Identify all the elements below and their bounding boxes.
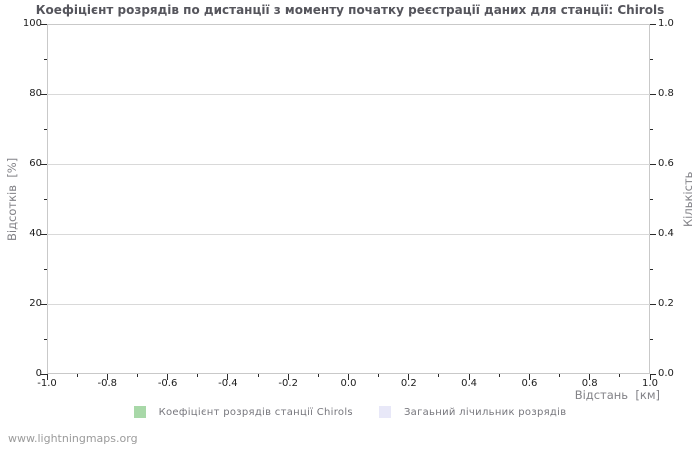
chart-title: Коефіцієнт розрядів по дистанції з момен… <box>35 3 665 17</box>
x-axis-label: Відстань [км] <box>574 388 660 402</box>
x-tick-label: -0.4 <box>218 378 238 389</box>
x-major-tick <box>348 374 349 380</box>
y-left-major-tick <box>41 303 47 305</box>
y-left-tick-label: 80 <box>29 88 42 99</box>
y-left-tick-label: 100 <box>22 18 42 29</box>
y-left-tick-label: 60 <box>29 158 42 169</box>
gridline <box>47 93 650 95</box>
y-axis-label-left: Відсотків [%] <box>5 157 19 241</box>
x-minor-tick <box>438 374 440 377</box>
x-minor-tick <box>378 374 380 377</box>
plot-area <box>47 24 650 374</box>
legend-label: Загаьний лічильник розрядів <box>403 406 567 418</box>
y-left-major-tick <box>41 163 47 165</box>
y-right-minor-tick <box>650 128 653 130</box>
x-tick-label: -0.6 <box>157 378 178 389</box>
x-major-tick <box>468 374 470 380</box>
y-right-minor-tick <box>650 58 653 60</box>
y-right-major-tick <box>650 373 656 375</box>
y-left-minor-tick <box>44 198 47 200</box>
x-minor-tick <box>257 374 259 377</box>
x-minor-tick <box>619 374 621 377</box>
gridline <box>47 233 650 235</box>
y-left-major-tick <box>41 233 47 235</box>
y-left-minor-tick <box>44 58 47 60</box>
y-right-tick-label: 0.6 <box>658 158 674 169</box>
y-right-tick-label: 0.2 <box>658 298 674 309</box>
x-major-tick <box>167 374 169 380</box>
y-left-minor-tick <box>44 268 47 270</box>
y-right-tick-label: 0.8 <box>658 88 674 99</box>
legend-label: Коефіцієнт розрядів станції Chirols <box>158 406 353 418</box>
x-major-tick <box>227 374 229 380</box>
y-right-major-tick <box>650 233 656 235</box>
y-left-major-tick <box>41 93 47 95</box>
x-tick-label: 0.8 <box>581 378 598 389</box>
y-left-major-tick <box>41 23 47 25</box>
x-minor-tick <box>317 374 319 377</box>
legend-item: Загаьний лічильник розрядів <box>378 406 567 418</box>
gridline <box>47 303 650 305</box>
x-tick-label: 0.6 <box>521 378 538 389</box>
x-major-tick <box>649 374 651 380</box>
y-right-major-tick <box>650 93 656 95</box>
legend-swatch <box>378 406 391 418</box>
y-right-major-tick <box>650 303 656 305</box>
x-major-tick <box>408 374 410 380</box>
y-right-tick-label: 0.4 <box>658 228 674 239</box>
y-left-tick-label: 40 <box>29 228 42 239</box>
y-left-tick-label: 20 <box>29 298 42 309</box>
y-axis-label-right: Кількість <box>681 171 695 227</box>
x-tick-label: 0.2 <box>400 378 417 389</box>
x-minor-tick <box>559 374 561 377</box>
watermark-text: www.lightningmaps.org <box>8 432 138 445</box>
x-major-tick <box>46 374 48 380</box>
x-major-tick <box>589 374 591 380</box>
y-right-minor-tick <box>650 268 653 270</box>
y-left-major-tick <box>41 373 47 375</box>
x-minor-tick <box>76 374 78 377</box>
x-tick-label: 1.0 <box>642 378 658 389</box>
y-right-major-tick <box>650 163 656 165</box>
legend-item: Коефіцієнт розрядів станції Chirols <box>133 406 353 418</box>
x-tick-label: 0.0 <box>340 378 357 389</box>
chart-legend: Коефіцієнт розрядів станції Chirols Загаь… <box>0 406 700 418</box>
y-left-tick-label: 0 <box>35 368 42 379</box>
x-minor-tick <box>136 374 138 377</box>
y-right-major-tick <box>650 23 656 25</box>
x-major-tick <box>528 374 530 380</box>
x-major-tick <box>106 374 108 380</box>
gridline <box>47 163 650 165</box>
x-tick-label: -1.0 <box>37 378 57 389</box>
x-minor-tick <box>197 374 199 377</box>
y-right-minor-tick <box>650 338 653 340</box>
y-right-tick-label: 0.0 <box>658 368 674 379</box>
x-major-tick <box>287 374 289 380</box>
y-right-tick-label: 1.0 <box>658 18 674 29</box>
legend-swatch <box>133 406 146 418</box>
x-tick-label: -0.8 <box>97 378 118 389</box>
x-minor-tick <box>498 374 500 377</box>
y-left-minor-tick <box>44 128 47 130</box>
y-right-minor-tick <box>650 198 653 200</box>
x-tick-label: 0.4 <box>461 378 478 389</box>
y-left-minor-tick <box>44 338 47 340</box>
x-tick-label: -0.2 <box>278 378 298 389</box>
